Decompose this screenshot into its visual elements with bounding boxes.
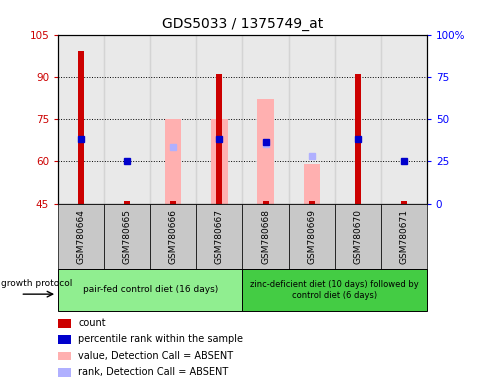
Bar — [288, 35, 334, 204]
Text: GSM780666: GSM780666 — [168, 209, 178, 264]
Text: GSM780668: GSM780668 — [260, 209, 270, 264]
Bar — [196, 35, 242, 204]
Text: growth protocol: growth protocol — [1, 280, 73, 288]
Text: GSM780669: GSM780669 — [306, 209, 316, 264]
Bar — [288, 204, 334, 269]
Bar — [354, 74, 360, 204]
Text: GSM780667: GSM780667 — [214, 209, 224, 264]
Text: rank, Detection Call = ABSENT: rank, Detection Call = ABSENT — [78, 367, 228, 377]
Text: GSM780670: GSM780670 — [352, 209, 362, 264]
Text: GSM780671: GSM780671 — [398, 209, 408, 264]
Bar — [58, 336, 71, 344]
Bar — [216, 74, 222, 204]
Bar — [242, 204, 288, 269]
Bar — [380, 35, 426, 204]
Bar — [242, 35, 288, 204]
Bar — [58, 319, 71, 328]
Text: pair-fed control diet (16 days): pair-fed control diet (16 days) — [83, 285, 217, 295]
Bar — [334, 204, 380, 269]
Bar — [196, 204, 242, 269]
Bar — [170, 201, 176, 204]
Bar — [150, 204, 196, 269]
Text: zinc-deficient diet (10 days) followed by
control diet (6 days): zinc-deficient diet (10 days) followed b… — [250, 280, 418, 300]
Bar — [211, 119, 227, 204]
Bar — [262, 201, 268, 204]
Bar — [58, 204, 104, 269]
Bar — [58, 368, 71, 377]
Bar — [124, 201, 130, 204]
Bar — [150, 35, 196, 204]
Bar — [380, 204, 426, 269]
Bar — [78, 51, 84, 204]
Bar — [308, 201, 314, 204]
Bar — [58, 35, 104, 204]
Bar — [165, 119, 181, 204]
Text: percentile rank within the sample: percentile rank within the sample — [78, 334, 243, 344]
Bar — [303, 164, 319, 204]
Bar — [400, 201, 406, 204]
Bar — [58, 352, 71, 360]
Bar — [104, 35, 150, 204]
Title: GDS5033 / 1375749_at: GDS5033 / 1375749_at — [162, 17, 322, 31]
Text: GSM780665: GSM780665 — [122, 209, 132, 264]
Bar — [58, 269, 242, 311]
Bar — [334, 35, 380, 204]
Text: GSM780664: GSM780664 — [76, 209, 86, 263]
Bar — [242, 269, 426, 311]
Bar — [104, 204, 150, 269]
Text: value, Detection Call = ABSENT: value, Detection Call = ABSENT — [78, 351, 233, 361]
Text: count: count — [78, 318, 106, 328]
Bar — [257, 99, 273, 204]
